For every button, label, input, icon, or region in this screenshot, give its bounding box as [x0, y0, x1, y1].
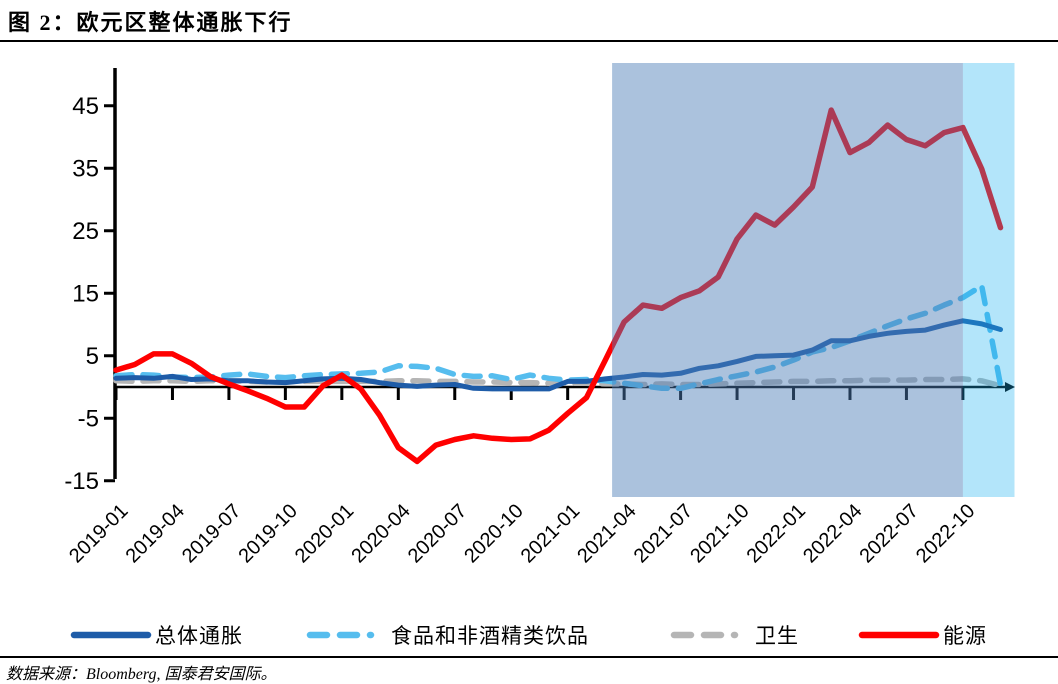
x-axis-arrow: [1005, 382, 1015, 392]
highlight-region-1: [612, 63, 963, 497]
x-tick-label: 2022-01: [743, 500, 810, 567]
legend-label-overall-inflation: 总体通胀: [155, 624, 243, 648]
series-line-0: [113, 318, 1003, 392]
legend-item-overall-inflation: 总体通胀: [70, 618, 243, 652]
series-line-1: [113, 283, 1004, 392]
legend-dashed-line-icon: [306, 631, 388, 639]
legend-label-food-beverages: 食品和非酒精类饮品: [391, 624, 589, 648]
x-tick-label: 2021-10: [686, 500, 753, 567]
chart-title: 图 2：欧元区整体通胀下行: [8, 10, 293, 35]
y-tick-label: 15: [72, 280, 99, 307]
y-tick-label: -5: [78, 405, 99, 432]
data-source-note: 数据来源：Bloomberg, 国泰君安国际。: [6, 666, 277, 683]
x-tick-label: 2022-10: [912, 500, 979, 567]
x-tick-label: 2021-01: [517, 500, 584, 567]
y-tick-label: 25: [72, 218, 99, 245]
x-tick-label: 2021-04: [573, 500, 640, 567]
title-underline: [0, 40, 1058, 42]
footer-divider: [0, 656, 1058, 658]
x-tick-label: 2019-07: [178, 500, 245, 567]
x-tick-label: 2020-01: [291, 500, 358, 567]
legend-item-food-beverages: 食品和非酒精类饮品: [306, 618, 589, 652]
x-tick-label: 2019-01: [65, 500, 132, 567]
y-tick-label: 5: [86, 343, 99, 370]
x-tick-label: 2020-10: [460, 500, 527, 567]
x-tick-label: 2019-10: [234, 500, 301, 567]
legend-label-energy: 能源: [943, 624, 987, 648]
y-tick-label: 35: [72, 155, 99, 182]
legend-item-health: 卫生: [670, 618, 799, 652]
legend-solid-line-icon: [70, 631, 152, 639]
legend-dashed-line-icon: [670, 631, 752, 639]
legend-item-energy: 能源: [858, 618, 987, 652]
x-tick-label: 2020-07: [404, 500, 471, 567]
y-tick-label: 45: [72, 93, 99, 120]
legend-label-health: 卫生: [755, 624, 799, 648]
series-line-3: [113, 107, 1004, 465]
x-tick-label: 2022-04: [799, 500, 866, 567]
chart-legend: 总体通胀 食品和非酒精类饮品 卫生 能源: [0, 618, 1058, 652]
legend-solid-line-icon: [858, 631, 940, 639]
x-tick-label: 2019-04: [122, 500, 189, 567]
x-tick-label: 2022-07: [855, 500, 922, 567]
x-tick-label: 2021-07: [630, 500, 697, 567]
x-tick-label: 2020-04: [347, 500, 414, 567]
y-tick-label: -15: [64, 468, 99, 495]
highlight-region-2: [962, 63, 1015, 497]
